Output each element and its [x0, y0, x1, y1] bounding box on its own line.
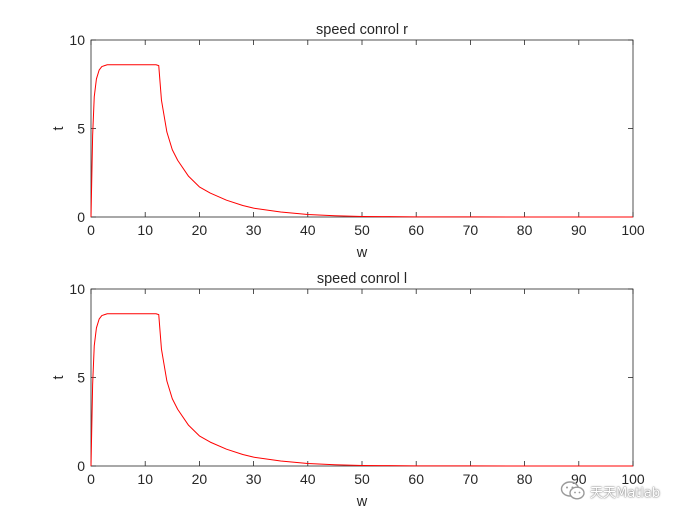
x-tick-label: 0 [87, 222, 95, 238]
x-tick-label: 10 [137, 471, 153, 487]
x-tick-label: 100 [621, 222, 645, 238]
y-tick-label: 10 [69, 281, 85, 297]
y-tick-label: 10 [69, 32, 85, 48]
x-tick-label: 20 [192, 471, 208, 487]
y-tick-label: 0 [77, 209, 85, 225]
x-tick-label: 20 [192, 222, 208, 238]
x-axis-label: w [356, 245, 368, 261]
y-tick-label: 5 [77, 121, 85, 137]
wechat-icon [560, 481, 585, 500]
chart-title: speed conrol l [317, 271, 407, 287]
subplot-speed-control-r: 0 10 20 30 40 50 60 70 80 90 100 0 5 10 speed conrol r… [51, 22, 645, 261]
x-tick-label: 70 [463, 471, 479, 487]
series-line [90, 313, 634, 467]
chart-title: speed conrol r [316, 22, 408, 38]
x-tick-label: 70 [463, 222, 479, 238]
x-tick-label: 60 [408, 222, 424, 238]
y-axis-label: t [51, 126, 67, 130]
x-tick-label: 0 [87, 471, 95, 487]
x-tick-label: 10 [137, 222, 153, 238]
x-tick-label: 40 [300, 222, 316, 238]
x-axis-label: w [356, 494, 368, 510]
x-tick-label: 40 [300, 471, 316, 487]
x-tick-label: 90 [571, 222, 587, 238]
x-tick-label: 60 [408, 471, 424, 487]
x-tick-label: 30 [246, 222, 262, 238]
x-tick-label: 100 [621, 471, 645, 487]
axes-box [90, 39, 634, 218]
series-line [90, 64, 634, 218]
y-tick-label: 0 [77, 458, 85, 474]
y-tick-label: 5 [77, 370, 85, 386]
x-tick-label: 80 [517, 471, 533, 487]
x-tick-label: 50 [354, 222, 370, 238]
watermark-text: 天天Matlab [590, 485, 661, 501]
x-tick-label: 80 [517, 222, 533, 238]
x-tick-label: 50 [354, 471, 370, 487]
x-tick-label: 30 [246, 471, 262, 487]
watermark: 天天Matlab [560, 480, 660, 502]
y-axis-label: t [51, 375, 67, 379]
axes-box [90, 288, 634, 467]
